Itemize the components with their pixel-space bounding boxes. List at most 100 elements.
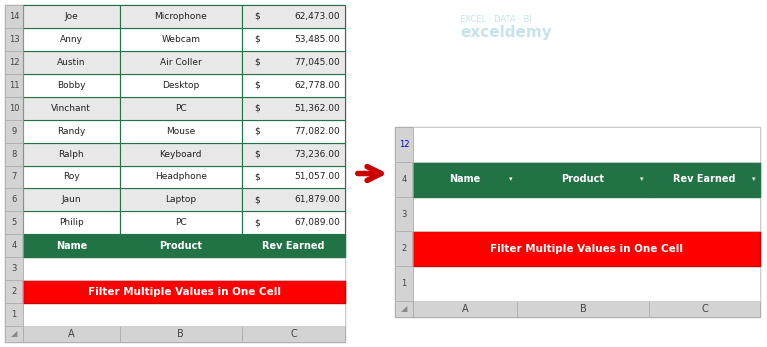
Text: ◢: ◢	[11, 330, 17, 339]
Bar	[242, 211, 345, 234]
Text: Philip: Philip	[59, 218, 84, 227]
Bar	[120, 97, 242, 120]
Bar	[120, 143, 242, 166]
Text: Product: Product	[160, 241, 202, 251]
Bar	[395, 162, 413, 197]
Bar	[242, 97, 345, 120]
Bar	[242, 74, 345, 97]
Bar	[120, 166, 242, 188]
Bar	[5, 120, 23, 143]
Text: $: $	[255, 12, 260, 21]
Bar	[517, 301, 649, 317]
Text: C: C	[290, 329, 297, 339]
Text: Jaun: Jaun	[61, 195, 81, 204]
Bar	[5, 97, 23, 120]
Text: 14: 14	[8, 12, 19, 21]
Bar	[23, 74, 120, 97]
Text: 6: 6	[12, 195, 17, 204]
Bar	[413, 127, 760, 162]
Text: Bobby: Bobby	[57, 81, 86, 90]
Text: PC: PC	[175, 218, 186, 227]
Bar	[649, 301, 760, 317]
Text: 53,485.00: 53,485.00	[294, 35, 340, 44]
Text: 77,082.00: 77,082.00	[294, 127, 340, 136]
Bar	[5, 143, 23, 166]
Text: 2: 2	[12, 287, 17, 296]
Text: 2: 2	[401, 244, 407, 253]
Bar	[395, 301, 760, 317]
Bar	[120, 326, 242, 342]
Bar	[5, 234, 23, 257]
Text: Anny: Anny	[60, 35, 83, 44]
Bar	[5, 326, 345, 342]
Text: 13: 13	[8, 35, 19, 44]
Text: Product: Product	[561, 174, 604, 184]
Text: 73,236.00: 73,236.00	[294, 150, 340, 159]
Text: 62,473.00: 62,473.00	[295, 12, 340, 21]
Bar	[23, 280, 345, 303]
Bar	[120, 28, 242, 51]
Text: $: $	[255, 150, 260, 159]
Text: $: $	[255, 218, 260, 227]
Text: 1: 1	[401, 279, 407, 288]
Text: A: A	[68, 329, 74, 339]
Bar	[413, 231, 760, 266]
Text: C: C	[701, 304, 708, 314]
Bar	[23, 303, 345, 326]
Bar	[120, 74, 242, 97]
Bar	[23, 143, 120, 166]
Text: Name: Name	[449, 174, 481, 184]
Bar	[120, 51, 242, 74]
Bar	[120, 5, 242, 28]
Text: 51,057.00: 51,057.00	[294, 172, 340, 181]
Text: 3: 3	[12, 264, 17, 273]
Bar	[23, 28, 120, 51]
Text: 4: 4	[401, 175, 407, 184]
Text: Filter Multiple Values in One Cell: Filter Multiple Values in One Cell	[490, 244, 683, 254]
Bar	[413, 301, 517, 317]
Text: Joe: Joe	[64, 12, 78, 21]
Bar	[242, 188, 345, 211]
Bar	[23, 234, 120, 257]
Bar	[395, 197, 413, 231]
Text: Microphone: Microphone	[154, 12, 207, 21]
Text: ▾: ▾	[640, 176, 644, 182]
Bar	[395, 231, 413, 266]
Text: Keyboard: Keyboard	[160, 150, 202, 159]
Bar	[23, 5, 120, 28]
Text: 3: 3	[401, 210, 407, 219]
Bar	[23, 120, 120, 143]
Bar	[120, 211, 242, 234]
Bar	[5, 28, 23, 51]
Text: Name: Name	[56, 241, 87, 251]
Bar	[5, 188, 23, 211]
Bar	[23, 166, 120, 188]
Text: $: $	[255, 58, 260, 67]
Bar	[517, 162, 649, 197]
Text: 9: 9	[12, 127, 17, 136]
Text: A: A	[462, 304, 469, 314]
Bar	[242, 166, 345, 188]
Bar	[23, 211, 120, 234]
Bar	[5, 166, 23, 188]
Text: 10: 10	[8, 104, 19, 113]
Bar	[5, 5, 345, 342]
Text: B: B	[580, 304, 587, 314]
Bar	[242, 51, 345, 74]
Bar	[242, 5, 345, 28]
Text: ▾: ▾	[752, 176, 755, 182]
Bar	[242, 143, 345, 166]
Bar	[649, 162, 760, 197]
Text: 11: 11	[8, 81, 19, 90]
Bar	[242, 234, 345, 257]
Text: EXCEL · DATA · BI: EXCEL · DATA · BI	[460, 15, 532, 24]
Text: Filter Multiple Values in One Cell: Filter Multiple Values in One Cell	[87, 287, 281, 297]
Text: 67,089.00: 67,089.00	[294, 218, 340, 227]
Text: Webcam: Webcam	[161, 35, 200, 44]
Bar	[23, 326, 120, 342]
Text: 5: 5	[12, 218, 17, 227]
Text: PC: PC	[175, 104, 186, 113]
Bar	[5, 280, 23, 303]
Text: ▾: ▾	[509, 176, 512, 182]
Text: Mouse: Mouse	[166, 127, 196, 136]
